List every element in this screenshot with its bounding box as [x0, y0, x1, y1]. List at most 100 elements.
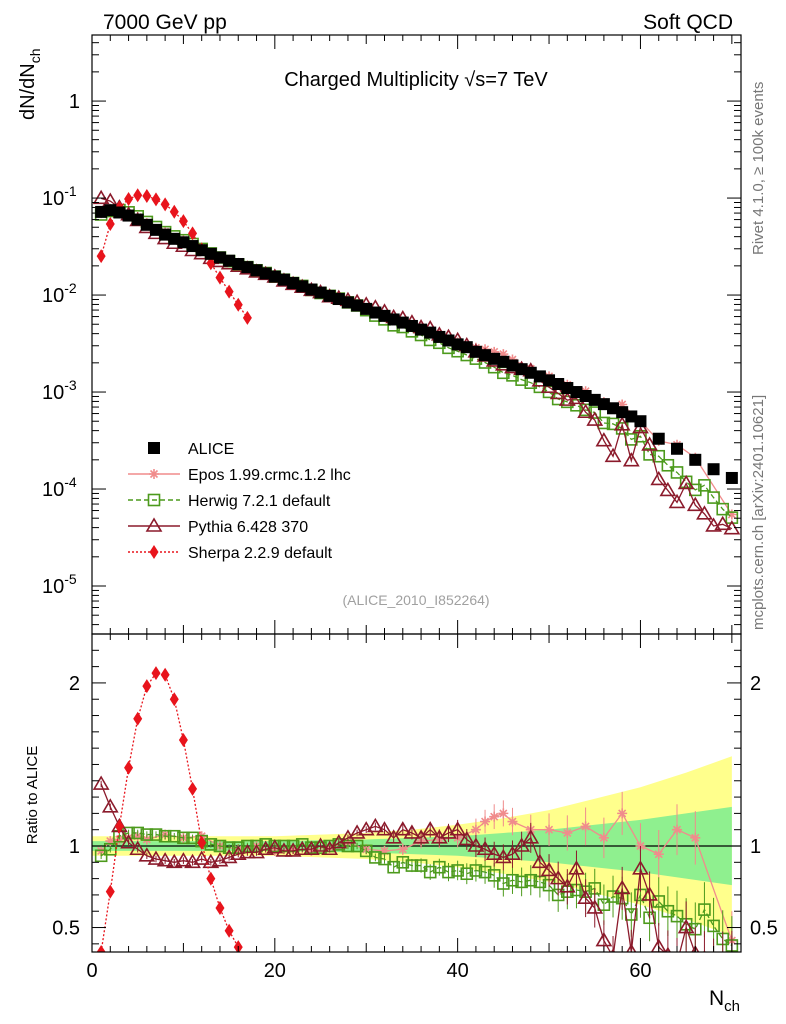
ratio-point [167, 829, 181, 843]
ratio-point [138, 847, 156, 862]
data-point [498, 349, 509, 360]
alice-point [168, 232, 181, 245]
data-point [169, 204, 179, 219]
ratio-point [460, 867, 474, 881]
ratio-point [178, 733, 188, 747]
ratio-point [670, 956, 684, 968]
ratio-point [140, 828, 154, 841]
y-tick-label: 10-1 [42, 183, 77, 210]
x-tick-label: 20 [264, 960, 286, 982]
alice-point [314, 286, 327, 299]
side-label-mcplots: mcplots.cern.ch [arXiv:2401.10621] [750, 395, 767, 630]
ratio-point [160, 667, 170, 682]
data-point [92, 189, 110, 205]
alice-point [122, 209, 135, 222]
x-tick-label: 0 [86, 960, 97, 982]
chart-title: Charged Multiplicity √s=7 TeV [284, 69, 548, 91]
alice-point [506, 359, 519, 372]
ratio-point [151, 666, 161, 681]
data-point [178, 214, 188, 229]
ratio-point [96, 945, 106, 952]
alice-point [232, 257, 245, 270]
ratio-point [731, 951, 733, 952]
legend-entry: Sherpa 2.2.9 default [128, 545, 333, 562]
data-point [650, 470, 668, 486]
ratio-point [206, 871, 216, 886]
alice-point [689, 453, 702, 466]
ratio-point [129, 840, 147, 856]
data-point [597, 416, 611, 430]
header-left-label: 7000 GeV pp [103, 11, 227, 34]
header-right-label: Soft QCD [643, 11, 733, 34]
ratio-point [359, 844, 373, 858]
data-point [215, 270, 225, 285]
ratio-point [414, 859, 428, 872]
ratio-point [487, 869, 501, 882]
alice-point [277, 273, 290, 286]
data-point [233, 297, 243, 312]
data-point [670, 466, 684, 479]
legend: ALICE Epos 1.99.crmc.1.2 lhc Herwig 7.2.1 … [128, 441, 351, 562]
legend-entry: Epos 1.99.crmc.1.2 lhc [128, 467, 351, 484]
ratio-point [158, 829, 172, 843]
ratio-point [522, 829, 540, 844]
ratio-point [133, 711, 143, 726]
alice-point [305, 283, 318, 296]
data-point [105, 217, 115, 232]
ratio-point [504, 845, 521, 860]
ratio-point [580, 821, 591, 832]
alice-point [332, 293, 345, 306]
alice-point [113, 206, 126, 219]
ratio-point [105, 836, 116, 847]
ratio-point [147, 850, 165, 865]
side-label-rivet: Rivet 4.1.0, ≥ 100k events [750, 82, 767, 255]
legend-label: Pythia 6.428 370 [188, 519, 308, 536]
ratio-point [186, 831, 199, 845]
data-point [643, 448, 656, 461]
ratio-axis-label: Ratio to ALICE [24, 746, 41, 844]
data-series [92, 188, 741, 968]
data-point [698, 479, 711, 492]
series-alice [95, 204, 738, 484]
legend-marker [145, 517, 163, 532]
ratio-point [617, 808, 628, 819]
alice-point [131, 213, 144, 226]
ratio-point [497, 877, 510, 890]
alice-point [140, 218, 153, 231]
ratio-tick-label-right: 0.5 [750, 918, 778, 940]
data-point [617, 399, 628, 410]
ratio-point [275, 842, 293, 857]
alice-point [296, 280, 309, 293]
alice-point [515, 363, 528, 376]
ratio-point [650, 938, 667, 952]
ratio-point [549, 870, 567, 885]
ratio-point [243, 953, 252, 967]
legend-marker [149, 545, 159, 559]
ratio-tick-label-left: 1 [69, 836, 80, 858]
ratio-point [177, 831, 190, 845]
data-point [688, 483, 702, 497]
alice-point [351, 299, 364, 312]
ratio-point [215, 900, 225, 915]
alice-point [259, 267, 272, 280]
ratio-point [385, 829, 403, 844]
ratio-point [124, 760, 134, 775]
alice-point [488, 352, 501, 365]
x-tick-label: 40 [447, 960, 469, 982]
ratio-point [672, 824, 683, 835]
ratio-point [480, 816, 491, 827]
ratio-tick-label-left: 2 [69, 673, 80, 695]
alice-point [204, 247, 217, 260]
axes-frame [91, 34, 742, 953]
data-point [714, 515, 732, 531]
ratio-point [722, 951, 723, 952]
alice-point [405, 319, 418, 332]
alice-point [625, 410, 638, 423]
legend-marker [148, 442, 160, 454]
alice-point [469, 345, 482, 358]
legend-entry: Pythia 6.428 370 [128, 517, 308, 536]
x-axis-label-text: Nch [709, 987, 740, 1015]
ratio-point [257, 840, 275, 856]
ratio-point [376, 821, 393, 836]
alice-point [177, 236, 190, 249]
